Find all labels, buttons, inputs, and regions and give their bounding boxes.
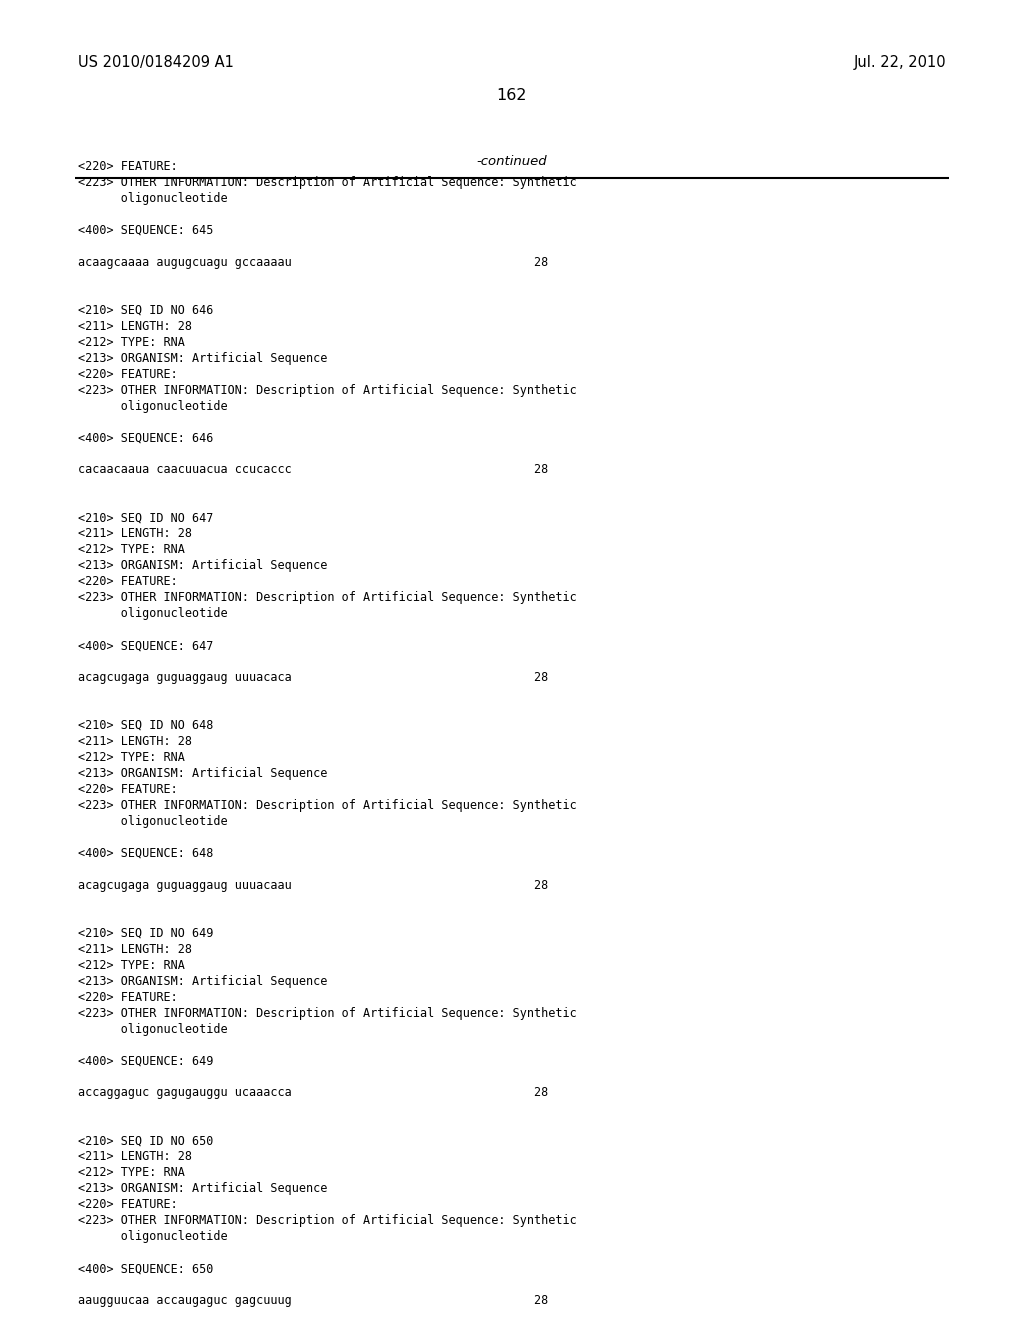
Text: <223> OTHER INFORMATION: Description of Artificial Sequence: Synthetic: <223> OTHER INFORMATION: Description of … <box>78 176 577 189</box>
Text: <210> SEQ ID NO 650: <210> SEQ ID NO 650 <box>78 1134 213 1147</box>
Text: acagcugaga guguaggaug uuuacaca                                  28: acagcugaga guguaggaug uuuacaca 28 <box>78 671 548 684</box>
Text: <223> OTHER INFORMATION: Description of Artificial Sequence: Synthetic: <223> OTHER INFORMATION: Description of … <box>78 1007 577 1019</box>
Text: <210> SEQ ID NO 647: <210> SEQ ID NO 647 <box>78 511 213 524</box>
Text: <213> ORGANISM: Artificial Sequence: <213> ORGANISM: Artificial Sequence <box>78 767 328 780</box>
Text: <400> SEQUENCE: 648: <400> SEQUENCE: 648 <box>78 847 213 859</box>
Text: <213> ORGANISM: Artificial Sequence: <213> ORGANISM: Artificial Sequence <box>78 974 328 987</box>
Text: <213> ORGANISM: Artificial Sequence: <213> ORGANISM: Artificial Sequence <box>78 560 328 573</box>
Text: <223> OTHER INFORMATION: Description of Artificial Sequence: Synthetic: <223> OTHER INFORMATION: Description of … <box>78 384 577 396</box>
Text: <210> SEQ ID NO 649: <210> SEQ ID NO 649 <box>78 927 213 940</box>
Text: acagcugaga guguaggaug uuuacaau                                  28: acagcugaga guguaggaug uuuacaau 28 <box>78 879 548 892</box>
Text: <223> OTHER INFORMATION: Description of Artificial Sequence: Synthetic: <223> OTHER INFORMATION: Description of … <box>78 591 577 605</box>
Text: <400> SEQUENCE: 649: <400> SEQUENCE: 649 <box>78 1055 213 1068</box>
Text: <220> FEATURE:: <220> FEATURE: <box>78 990 178 1003</box>
Text: oligonucleotide: oligonucleotide <box>78 1230 227 1243</box>
Text: <211> LENGTH: 28: <211> LENGTH: 28 <box>78 942 193 956</box>
Text: <400> SEQUENCE: 647: <400> SEQUENCE: 647 <box>78 639 213 652</box>
Text: oligonucleotide: oligonucleotide <box>78 607 227 620</box>
Text: aaugguucaa accaugaguc gagcuuug                                  28: aaugguucaa accaugaguc gagcuuug 28 <box>78 1294 548 1307</box>
Text: <223> OTHER INFORMATION: Description of Artificial Sequence: Synthetic: <223> OTHER INFORMATION: Description of … <box>78 799 577 812</box>
Text: <212> TYPE: RNA: <212> TYPE: RNA <box>78 544 185 556</box>
Text: <213> ORGANISM: Artificial Sequence: <213> ORGANISM: Artificial Sequence <box>78 1183 328 1195</box>
Text: acaagcaaaa augugcuagu gccaaaau                                  28: acaagcaaaa augugcuagu gccaaaau 28 <box>78 256 548 269</box>
Text: <211> LENGTH: 28: <211> LENGTH: 28 <box>78 319 193 333</box>
Text: US 2010/0184209 A1: US 2010/0184209 A1 <box>78 55 233 70</box>
Text: <220> FEATURE:: <220> FEATURE: <box>78 160 178 173</box>
Text: <223> OTHER INFORMATION: Description of Artificial Sequence: Synthetic: <223> OTHER INFORMATION: Description of … <box>78 1214 577 1228</box>
Text: oligonucleotide: oligonucleotide <box>78 191 227 205</box>
Text: <210> SEQ ID NO 648: <210> SEQ ID NO 648 <box>78 719 213 733</box>
Text: <212> TYPE: RNA: <212> TYPE: RNA <box>78 958 185 972</box>
Text: oligonucleotide: oligonucleotide <box>78 814 227 828</box>
Text: <213> ORGANISM: Artificial Sequence: <213> ORGANISM: Artificial Sequence <box>78 351 328 364</box>
Text: 162: 162 <box>497 88 527 103</box>
Text: <400> SEQUENCE: 645: <400> SEQUENCE: 645 <box>78 224 213 236</box>
Text: <400> SEQUENCE: 650: <400> SEQUENCE: 650 <box>78 1262 213 1275</box>
Text: Jul. 22, 2010: Jul. 22, 2010 <box>853 55 946 70</box>
Text: <220> FEATURE:: <220> FEATURE: <box>78 368 178 380</box>
Text: oligonucleotide: oligonucleotide <box>78 400 227 413</box>
Text: <211> LENGTH: 28: <211> LENGTH: 28 <box>78 1150 193 1163</box>
Text: <212> TYPE: RNA: <212> TYPE: RNA <box>78 751 185 764</box>
Text: <210> SEQ ID NO 646: <210> SEQ ID NO 646 <box>78 304 213 317</box>
Text: accaggaguc gagugauggu ucaaacca                                  28: accaggaguc gagugauggu ucaaacca 28 <box>78 1086 548 1100</box>
Text: cacaacaaua caacuuacua ccucaccc                                  28: cacaacaaua caacuuacua ccucaccc 28 <box>78 463 548 477</box>
Text: oligonucleotide: oligonucleotide <box>78 1023 227 1035</box>
Text: -continued: -continued <box>477 154 547 168</box>
Text: <400> SEQUENCE: 646: <400> SEQUENCE: 646 <box>78 432 213 445</box>
Text: <212> TYPE: RNA: <212> TYPE: RNA <box>78 335 185 348</box>
Text: <220> FEATURE:: <220> FEATURE: <box>78 783 178 796</box>
Text: <211> LENGTH: 28: <211> LENGTH: 28 <box>78 735 193 748</box>
Text: <220> FEATURE:: <220> FEATURE: <box>78 576 178 589</box>
Text: <220> FEATURE:: <220> FEATURE: <box>78 1199 178 1212</box>
Text: <212> TYPE: RNA: <212> TYPE: RNA <box>78 1167 185 1179</box>
Text: <211> LENGTH: 28: <211> LENGTH: 28 <box>78 528 193 540</box>
